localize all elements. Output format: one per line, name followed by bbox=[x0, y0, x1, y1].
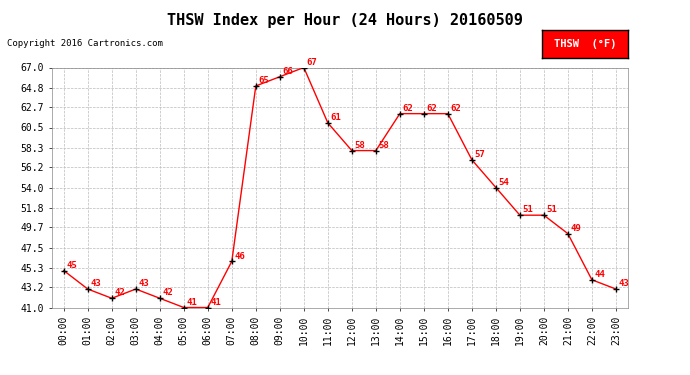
Text: 42: 42 bbox=[115, 288, 126, 297]
Text: 44: 44 bbox=[595, 270, 605, 279]
Text: 51: 51 bbox=[522, 206, 533, 214]
Text: 43: 43 bbox=[619, 279, 629, 288]
Text: 58: 58 bbox=[355, 141, 366, 150]
Text: 61: 61 bbox=[331, 113, 342, 122]
Text: 66: 66 bbox=[283, 67, 293, 76]
Text: 41: 41 bbox=[186, 298, 197, 307]
Text: 57: 57 bbox=[475, 150, 485, 159]
Text: 43: 43 bbox=[90, 279, 101, 288]
Text: THSW  (°F): THSW (°F) bbox=[553, 39, 616, 49]
Text: 62: 62 bbox=[426, 104, 437, 113]
Text: 67: 67 bbox=[306, 58, 317, 67]
Text: 45: 45 bbox=[66, 261, 77, 270]
Text: 43: 43 bbox=[139, 279, 149, 288]
Text: Copyright 2016 Cartronics.com: Copyright 2016 Cartronics.com bbox=[7, 39, 163, 48]
Text: 62: 62 bbox=[403, 104, 413, 113]
Text: 54: 54 bbox=[499, 178, 509, 187]
Text: 46: 46 bbox=[235, 252, 246, 261]
Text: THSW Index per Hour (24 Hours) 20160509: THSW Index per Hour (24 Hours) 20160509 bbox=[167, 13, 523, 28]
Text: 41: 41 bbox=[210, 298, 221, 307]
Text: 42: 42 bbox=[163, 288, 173, 297]
Text: 58: 58 bbox=[379, 141, 389, 150]
Text: 49: 49 bbox=[571, 224, 582, 233]
Text: 51: 51 bbox=[546, 206, 558, 214]
Text: 62: 62 bbox=[451, 104, 462, 113]
Text: 65: 65 bbox=[259, 76, 269, 85]
